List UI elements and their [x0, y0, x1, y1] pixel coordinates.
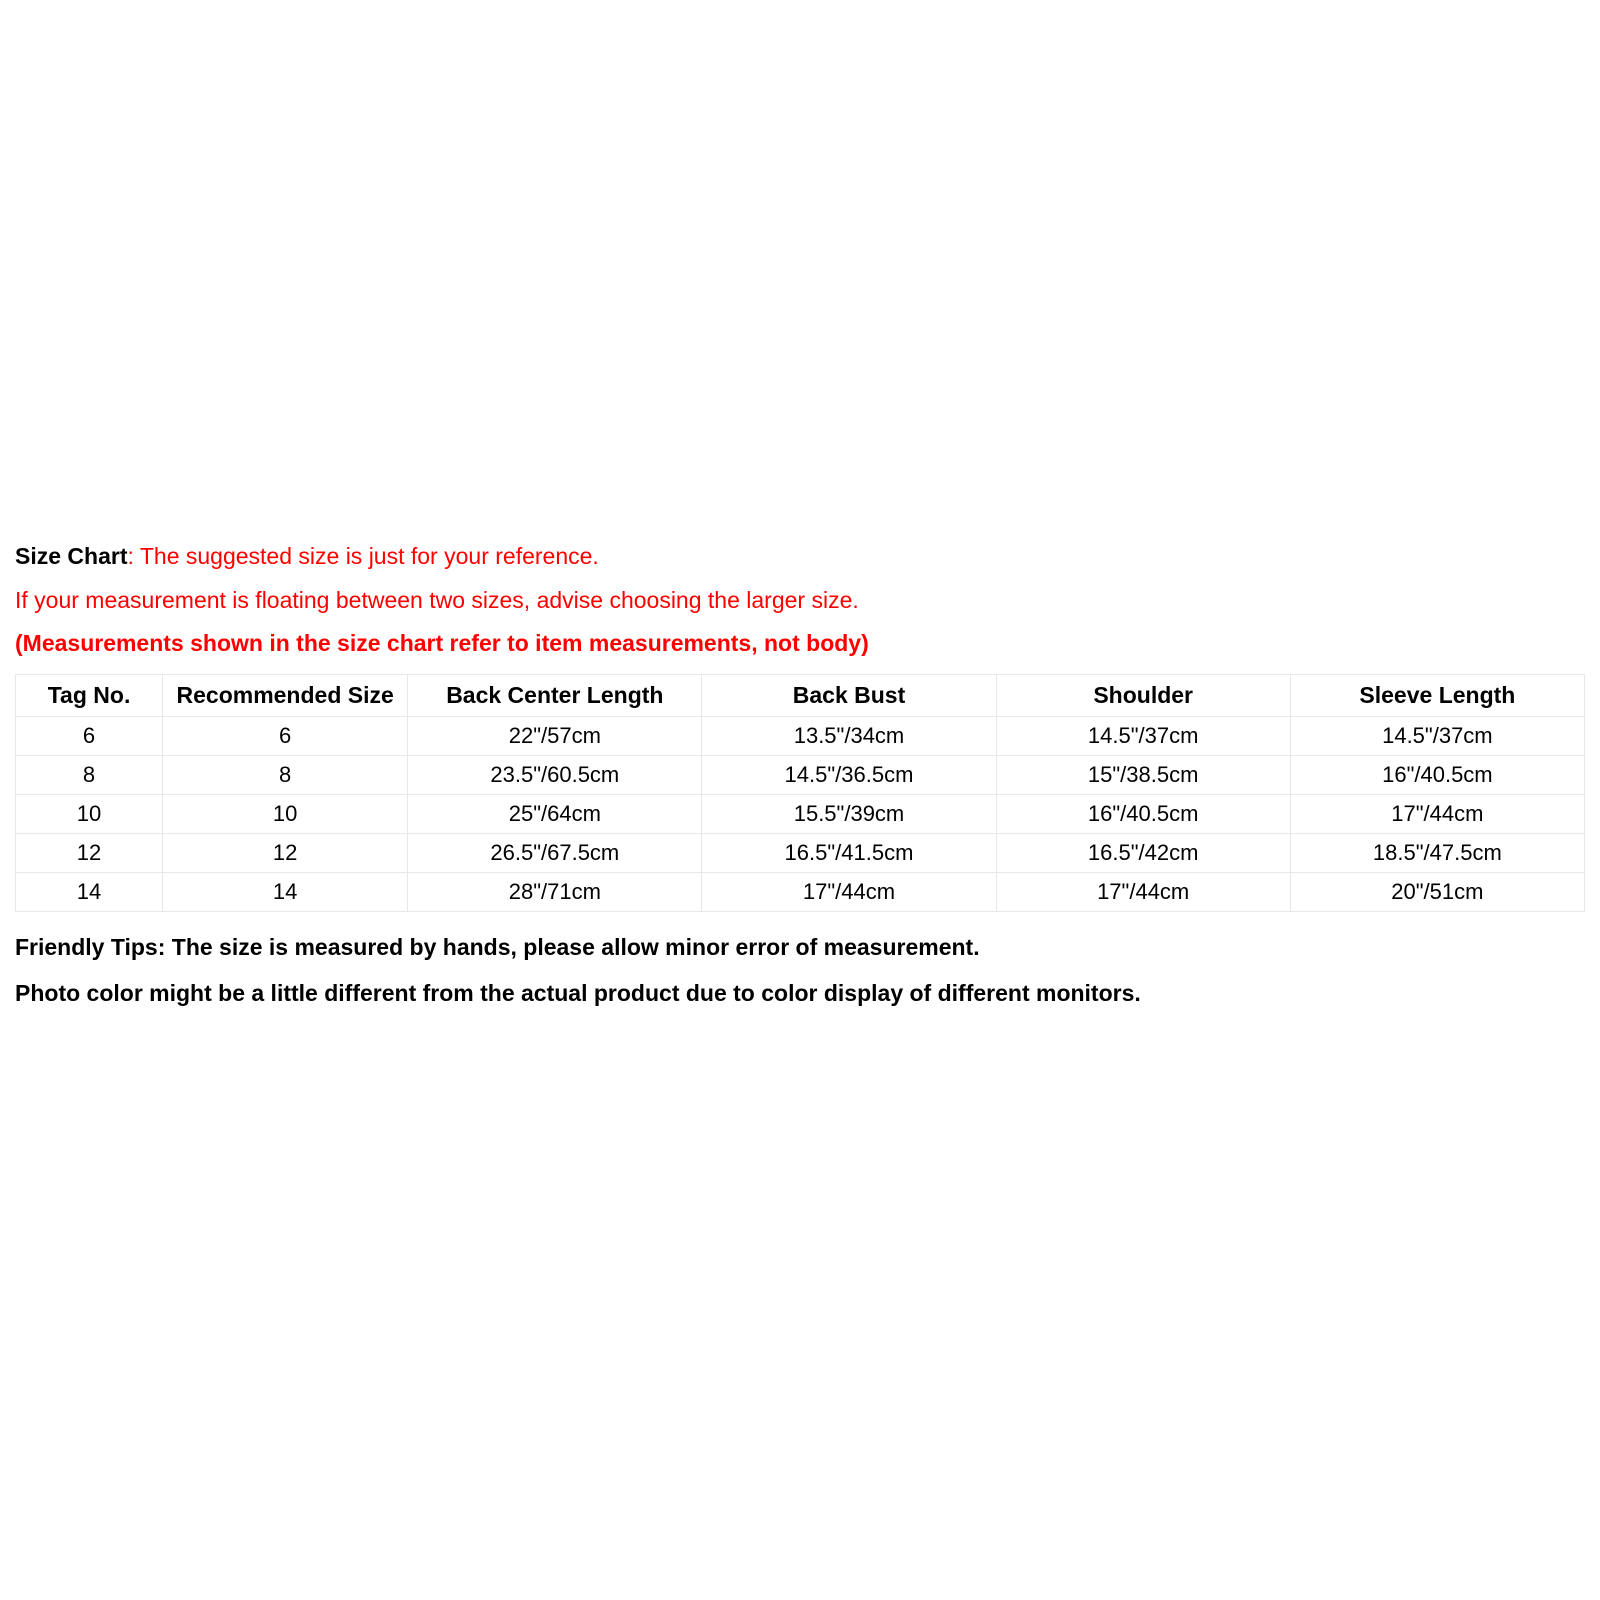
table-body: 6 6 22"/57cm 13.5"/34cm 14.5"/37cm 14.5"…: [16, 717, 1585, 912]
table-row: 6 6 22"/57cm 13.5"/34cm 14.5"/37cm 14.5"…: [16, 717, 1585, 756]
cell-sleeve: 14.5"/37cm: [1290, 717, 1584, 756]
cell-shoulder: 16"/40.5cm: [996, 795, 1290, 834]
table-row: 14 14 28"/71cm 17"/44cm 17"/44cm 20"/51c…: [16, 873, 1585, 912]
cell-tag: 8: [16, 756, 163, 795]
cell-sleeve: 18.5"/47.5cm: [1290, 834, 1584, 873]
cell-shoulder: 17"/44cm: [996, 873, 1290, 912]
intro-line-2: If your measurement is floating between …: [15, 579, 1585, 623]
cell-shoulder: 15"/38.5cm: [996, 756, 1290, 795]
cell-rec: 8: [163, 756, 408, 795]
cell-bust: 15.5"/39cm: [702, 795, 996, 834]
header-back-bust: Back Bust: [702, 675, 996, 717]
cell-rec: 6: [163, 717, 408, 756]
cell-tag: 6: [16, 717, 163, 756]
cell-bust: 17"/44cm: [702, 873, 996, 912]
tips-line-1: Friendly Tips: The size is measured by h…: [15, 924, 1585, 970]
tips-line-2: Photo color might be a little different …: [15, 970, 1585, 1016]
table-header-row: Tag No. Recommended Size Back Center Len…: [16, 675, 1585, 717]
cell-bust: 13.5"/34cm: [702, 717, 996, 756]
header-back-center-length: Back Center Length: [408, 675, 702, 717]
cell-bust: 14.5"/36.5cm: [702, 756, 996, 795]
cell-back: 26.5"/67.5cm: [408, 834, 702, 873]
cell-rec: 12: [163, 834, 408, 873]
intro-line-3: (Measurements shown in the size chart re…: [15, 622, 1585, 666]
cell-rec: 10: [163, 795, 408, 834]
intro-text-1: : The suggested size is just for your re…: [127, 543, 598, 569]
header-shoulder: Shoulder: [996, 675, 1290, 717]
header-sleeve-length: Sleeve Length: [1290, 675, 1584, 717]
cell-back: 28"/71cm: [408, 873, 702, 912]
cell-back: 23.5"/60.5cm: [408, 756, 702, 795]
cell-sleeve: 20"/51cm: [1290, 873, 1584, 912]
table-row: 12 12 26.5"/67.5cm 16.5"/41.5cm 16.5"/42…: [16, 834, 1585, 873]
table-row: 10 10 25"/64cm 15.5"/39cm 16"/40.5cm 17"…: [16, 795, 1585, 834]
table-row: 8 8 23.5"/60.5cm 14.5"/36.5cm 15"/38.5cm…: [16, 756, 1585, 795]
cell-shoulder: 14.5"/37cm: [996, 717, 1290, 756]
cell-back: 25"/64cm: [408, 795, 702, 834]
cell-sleeve: 16"/40.5cm: [1290, 756, 1584, 795]
cell-tag: 12: [16, 834, 163, 873]
cell-bust: 16.5"/41.5cm: [702, 834, 996, 873]
header-recommended-size: Recommended Size: [163, 675, 408, 717]
cell-shoulder: 16.5"/42cm: [996, 834, 1290, 873]
cell-sleeve: 17"/44cm: [1290, 795, 1584, 834]
header-tag-no: Tag No.: [16, 675, 163, 717]
size-chart-label: Size Chart: [15, 543, 127, 569]
cell-tag: 14: [16, 873, 163, 912]
cell-back: 22"/57cm: [408, 717, 702, 756]
cell-tag: 10: [16, 795, 163, 834]
cell-rec: 14: [163, 873, 408, 912]
size-chart-table: Tag No. Recommended Size Back Center Len…: [15, 674, 1585, 912]
intro-line-1: Size Chart: The suggested size is just f…: [15, 535, 1585, 579]
